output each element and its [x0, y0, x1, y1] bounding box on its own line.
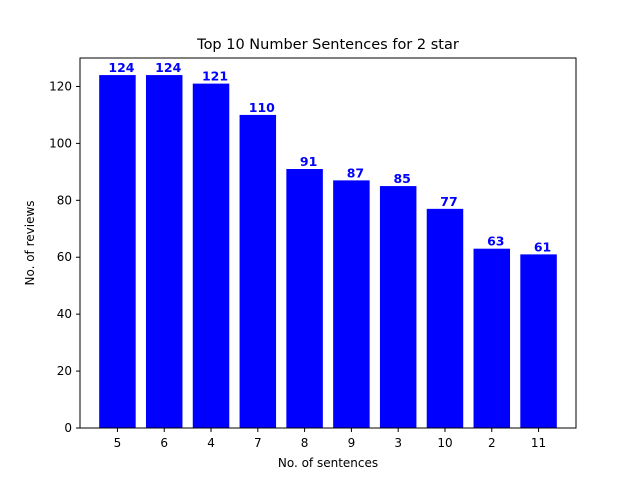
- data-label-7: 110: [249, 100, 275, 115]
- y-tick-label-120: 120: [49, 79, 72, 93]
- x-tick-label-6: 6: [160, 436, 168, 450]
- x-tick-label-4: 4: [207, 436, 215, 450]
- data-label-3: 85: [393, 171, 410, 186]
- y-tick-label-60: 60: [57, 250, 72, 264]
- x-axis-label: No. of sentences: [278, 456, 378, 470]
- data-label-4: 121: [202, 69, 228, 84]
- data-label-11: 61: [534, 239, 551, 254]
- x-tick-label-10: 10: [437, 436, 452, 450]
- x-tick-label-2: 2: [488, 436, 496, 450]
- data-label-5: 124: [108, 60, 134, 75]
- plot-frame: [79, 57, 577, 429]
- data-label-9: 87: [347, 165, 364, 180]
- x-tick-label-7: 7: [254, 436, 262, 450]
- bar-2: [473, 248, 511, 428]
- bar-9: [333, 180, 370, 428]
- data-labels-layer: 124 124 121 110 91 87 85 77 63 61: [108, 60, 551, 254]
- x-tick-label-9: 9: [348, 436, 356, 450]
- bar-3: [379, 186, 417, 428]
- chart-title: Top 10 Number Sentences for 2 star: [196, 37, 459, 53]
- x-tick-label-8: 8: [301, 436, 309, 450]
- y-tick-label-20: 20: [57, 364, 72, 378]
- x-tick-label-5: 5: [114, 436, 122, 450]
- y-tick-label-80: 80: [57, 193, 72, 207]
- bar-5: [99, 75, 136, 429]
- bar-7: [239, 114, 277, 428]
- data-label-2: 63: [487, 234, 504, 249]
- y-tick-label-0: 0: [64, 421, 72, 435]
- x-tick-label-11: 11: [531, 436, 546, 450]
- y-tick-label-40: 40: [57, 307, 72, 321]
- bar-10: [426, 208, 464, 428]
- data-label-6: 124: [155, 60, 181, 75]
- data-label-8: 91: [300, 154, 317, 169]
- bar-8: [286, 169, 323, 428]
- bar-4: [192, 83, 230, 428]
- y-tick-label-100: 100: [49, 136, 72, 150]
- y-axis-label: No. of reviews: [23, 200, 37, 285]
- bar-6: [145, 75, 183, 429]
- bar-11: [520, 254, 557, 428]
- x-tick-label-3: 3: [394, 436, 402, 450]
- bars-layer: [99, 75, 557, 429]
- data-label-10: 77: [440, 194, 457, 209]
